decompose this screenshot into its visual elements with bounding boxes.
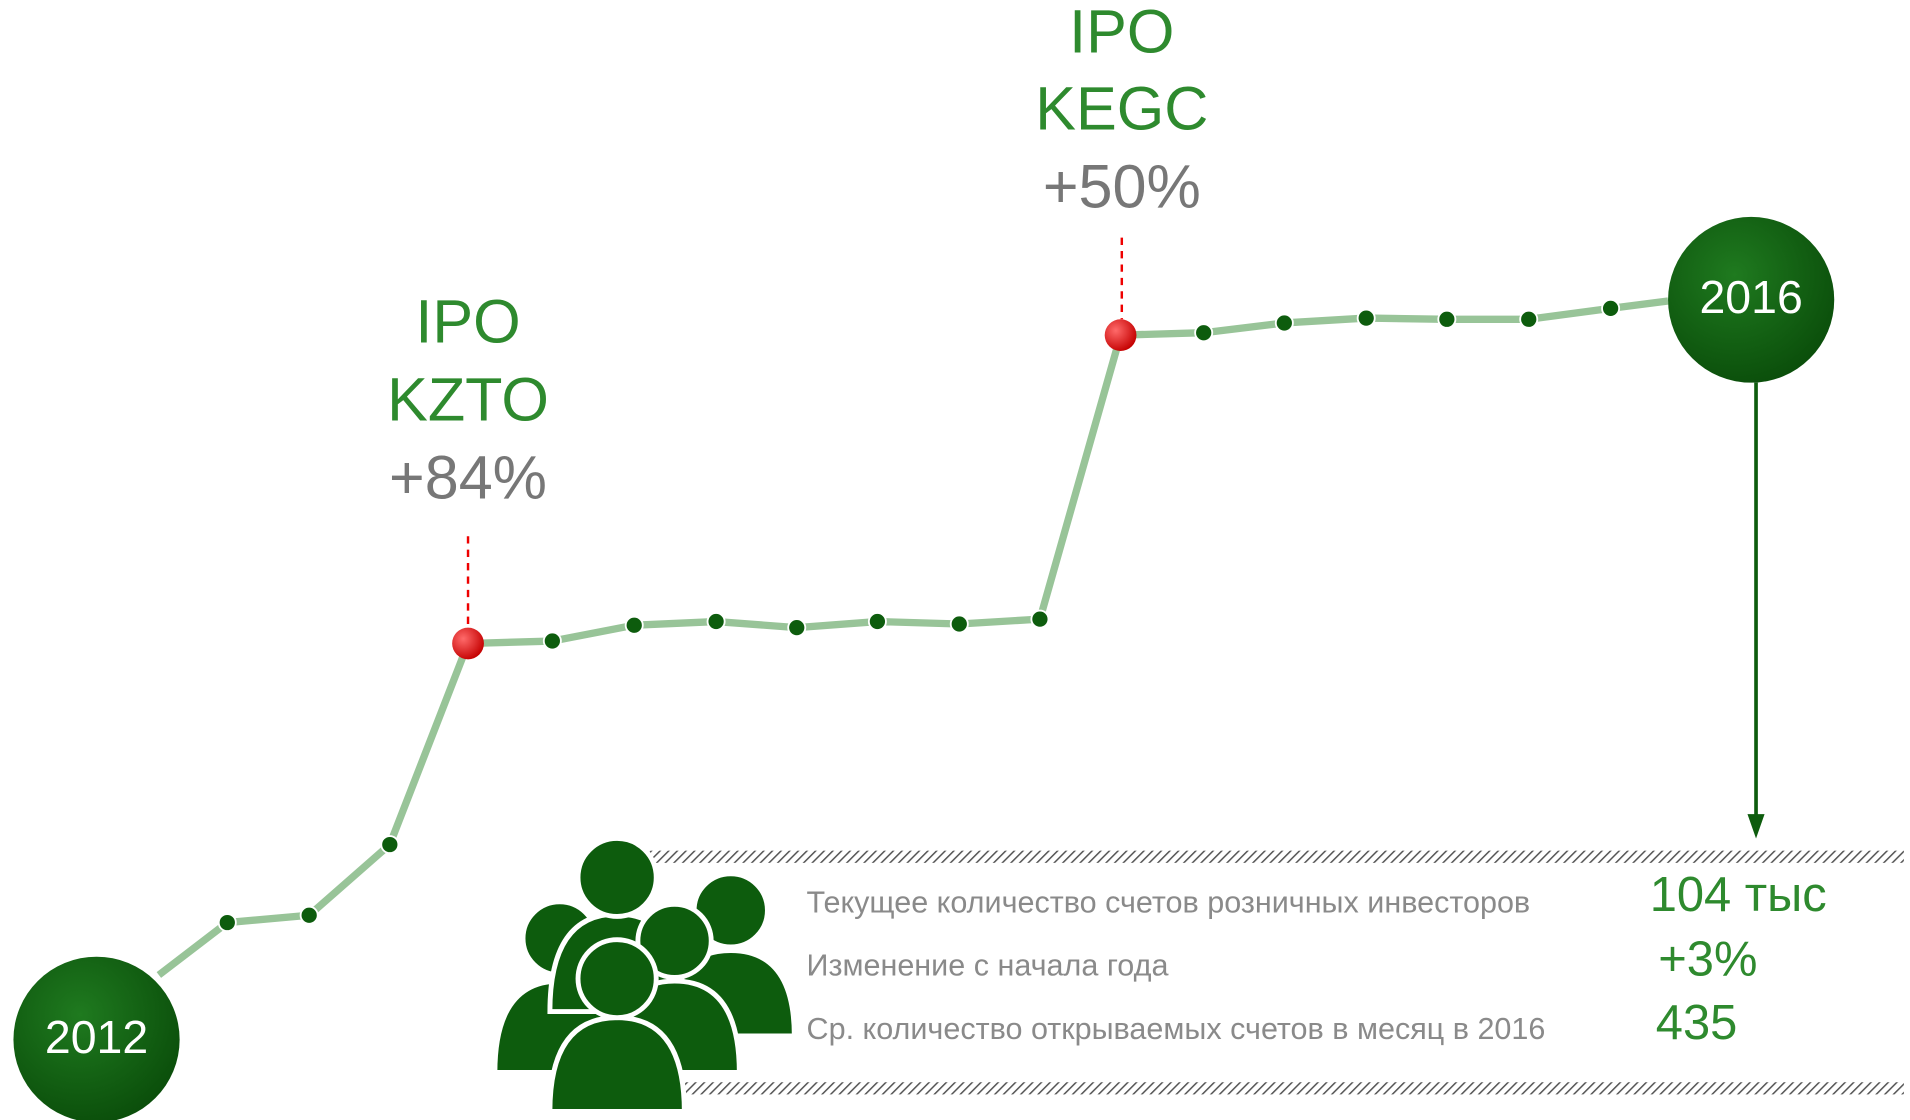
event-point	[1104, 319, 1137, 351]
band	[647, 1082, 1904, 1095]
arrow-head	[1747, 814, 1765, 839]
event-ticker: KEGC	[1035, 75, 1208, 143]
stat-label: Текущее количество счетов розничных инве…	[807, 885, 1531, 919]
stat-value: 104 тыс	[1650, 868, 1827, 922]
event-label: IPO	[1069, 0, 1174, 66]
event-ticker: KZTO	[387, 366, 549, 434]
event-point	[452, 627, 484, 660]
stat-value: 435	[1656, 996, 1738, 1050]
band	[647, 850, 1904, 863]
event-label: IPO	[415, 288, 520, 356]
people-icon	[492, 836, 797, 1114]
year-circle	[1668, 216, 1835, 383]
end-year: 2016	[1699, 271, 1802, 323]
stat-value: +3%	[1658, 933, 1757, 987]
dots	[217, 298, 1621, 933]
event-change: +50%	[1043, 153, 1201, 221]
growth-line	[156, 297, 1669, 978]
stat-label: Изменение с начала года	[807, 949, 1169, 983]
year-circle	[13, 956, 180, 1120]
event-change: +84%	[389, 444, 547, 512]
start-year: 2012	[45, 1011, 148, 1063]
stat-label: Ср. количество открываемых счетов в меся…	[807, 1012, 1546, 1046]
